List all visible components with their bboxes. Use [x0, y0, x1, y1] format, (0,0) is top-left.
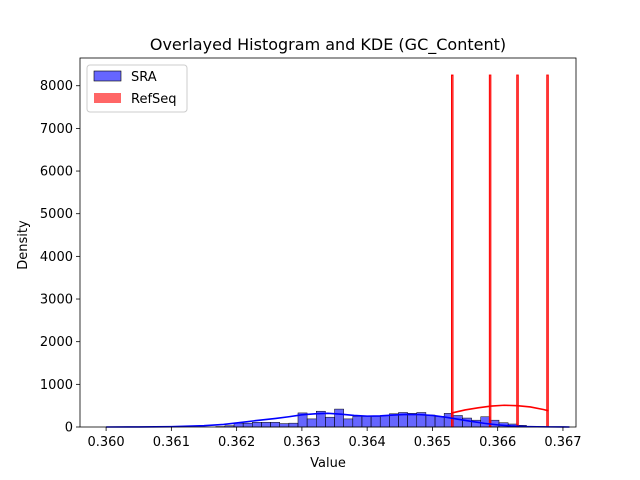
y-tick-label: 4000: [40, 250, 73, 265]
refseq-histogram-bar: [546, 74, 549, 428]
refseq-histogram-bar: [488, 74, 492, 428]
chart-title: Overlayed Histogram and KDE (GC_Content): [150, 35, 506, 55]
y-tick-label: 1000: [40, 378, 73, 393]
refseq-histogram-bar: [451, 74, 454, 428]
sra-histogram-bar: [334, 408, 344, 428]
legend-swatch-refseq: [94, 93, 121, 103]
sra-histogram-bar: [370, 416, 381, 428]
sra-histogram-bar: [279, 423, 290, 428]
sra-histogram-bar: [352, 416, 363, 428]
y-tick-label: 6000: [40, 165, 73, 180]
sra-histogram-bar: [480, 416, 491, 428]
sra-histogram-bar: [288, 422, 299, 428]
y-tick-label: 5000: [40, 207, 73, 222]
x-tick-label: 0.360: [87, 435, 124, 450]
y-tick-label: 0: [65, 421, 73, 436]
x-tick-label: 0.365: [414, 435, 451, 450]
x-tick-label: 0.363: [283, 435, 320, 450]
refseq-kde-line: [451, 404, 549, 414]
sra-histogram-bar: [343, 418, 354, 428]
sra-histogram-bar: [270, 422, 280, 428]
x-tick-label: 0.361: [153, 435, 190, 450]
plot-frame: [79, 57, 577, 428]
legend-label-sra: SRA: [131, 70, 157, 85]
sra-histogram-bar: [434, 416, 445, 428]
x-axis-label: Value: [310, 456, 346, 471]
legend-swatch-sra: [93, 70, 122, 82]
sra-histogram-bar: [261, 422, 271, 428]
sra-histogram-bar: [242, 422, 253, 428]
sra-kde-line: [106, 412, 570, 428]
y-axis-label: Density: [16, 220, 31, 270]
refseq-histogram-bar: [516, 74, 519, 428]
legend: SRA RefSeq: [86, 64, 188, 113]
sra-histogram-bar: [379, 415, 390, 428]
y-axis: 0 1000 2000 3000 4000 5000 6000 7000 8000: [40, 79, 80, 436]
x-tick-label: 0.366: [479, 435, 516, 450]
sra-histogram-bar: [407, 413, 418, 428]
sra-histogram-bar: [425, 414, 436, 428]
x-tick-label: 0.364: [349, 435, 386, 450]
y-tick-label: 2000: [40, 335, 73, 350]
x-tick-label: 0.367: [544, 435, 581, 450]
sra-histogram-bar: [306, 418, 317, 428]
y-tick-label: 7000: [40, 122, 73, 137]
x-tick-label: 0.362: [218, 435, 255, 450]
sra-histogram-bar: [361, 416, 372, 428]
sra-histogram-bar: [453, 415, 463, 428]
plot-area: [79, 57, 577, 428]
sra-histogram-bar: [325, 416, 335, 428]
y-tick-label: 8000: [40, 79, 73, 94]
y-tick-label: 3000: [40, 293, 73, 308]
x-axis: 0.360 0.361 0.362 0.363 0.364 0.365 0.366 0.367: [87, 427, 582, 450]
legend-label-refseq: RefSeq: [131, 92, 177, 107]
sra-histogram-bar: [252, 422, 262, 428]
